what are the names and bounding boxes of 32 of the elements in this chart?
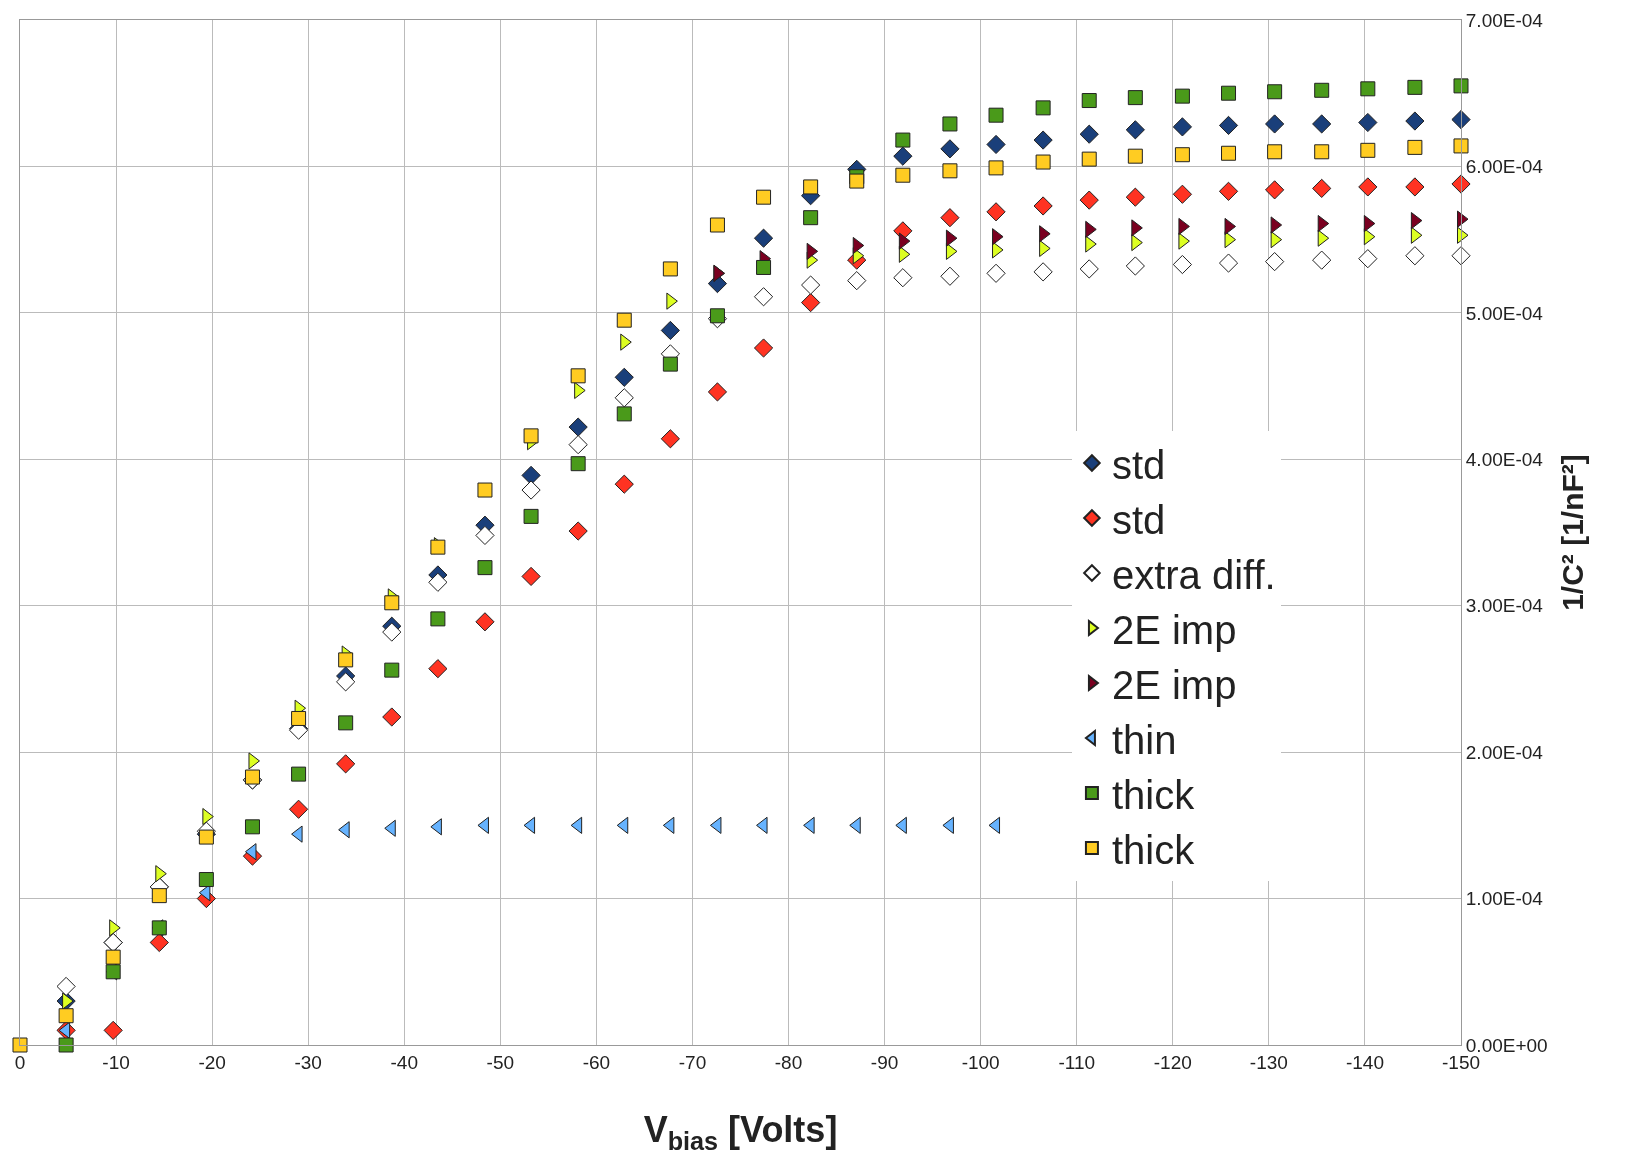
y-tick-label: 3.00E-04 (1465, 595, 1544, 617)
legend-label: thin (1111, 717, 1177, 762)
x-tick-label: -30 (294, 1051, 322, 1073)
x-tick-label: -100 (961, 1051, 1000, 1073)
y-tick-label: 6.00E-04 (1465, 156, 1544, 178)
legend-label: thick (1111, 827, 1196, 872)
y-tick-label: 5.00E-04 (1465, 302, 1544, 324)
x-tick-label: -60 (582, 1051, 611, 1073)
legend-label: 2E imp (1111, 607, 1237, 652)
y-tick-label: 1.00E-04 (1465, 888, 1544, 910)
x-tick-label: -40 (390, 1051, 418, 1073)
x-tick-label: -120 (1153, 1051, 1192, 1073)
y-axis-title: 1/C² [1/nF²] (1556, 454, 1590, 611)
y-tick-label: 4.00E-04 (1465, 448, 1544, 470)
x-tick-label: 0 (14, 1051, 26, 1073)
x-tick-label: -130 (1249, 1051, 1288, 1073)
legend-label: extra diff. (1111, 552, 1276, 597)
x-tick-label: -20 (198, 1051, 226, 1073)
y-tick-label: 2.00E-04 (1465, 741, 1544, 763)
x-tick-label: -10 (102, 1051, 130, 1073)
x-tick-label: -110 (1058, 1051, 1096, 1073)
x-tick-label: -70 (678, 1051, 707, 1073)
legend-label: 2E imp (1111, 662, 1237, 707)
legend-label: std (1111, 442, 1166, 487)
legend-label: std (1111, 497, 1166, 542)
legend-label: thick (1111, 772, 1196, 817)
x-axis-title: V$_{bias}$ [Volts] (643, 1109, 838, 1155)
x-tick-label: -50 (486, 1051, 515, 1073)
x-tick-label: -90 (870, 1051, 899, 1073)
x-tick-label: -140 (1345, 1051, 1384, 1073)
x-tick-label: -80 (774, 1051, 803, 1073)
y-tick-label: 7.00E-04 (1465, 9, 1544, 31)
